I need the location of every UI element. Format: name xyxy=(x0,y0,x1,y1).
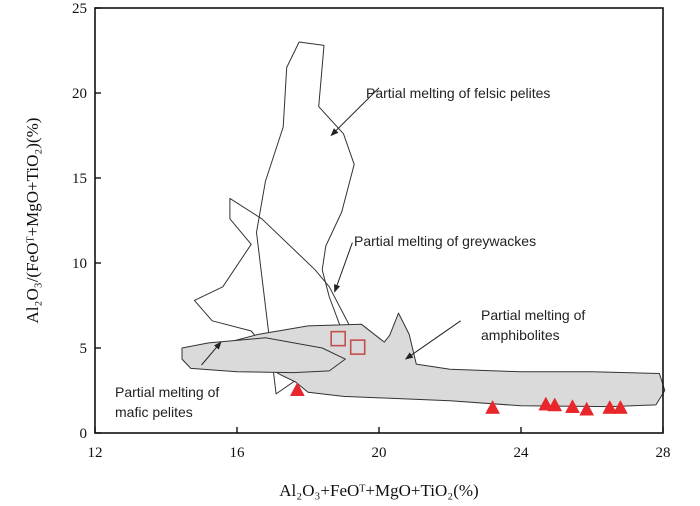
points-layer xyxy=(289,330,628,416)
annotation-arrow xyxy=(334,242,353,293)
annotation-label: Partial melting of greywackes xyxy=(354,233,536,249)
data-point-triangle xyxy=(289,382,305,396)
x-tick-label: 12 xyxy=(88,445,103,461)
y-tick-label: 5 xyxy=(80,341,88,357)
data-point-triangle xyxy=(602,400,618,414)
y-tick-label: 15 xyxy=(72,171,87,187)
annotation-arrow xyxy=(330,87,380,137)
data-point-triangle xyxy=(579,401,595,416)
data-point-triangle xyxy=(538,396,554,411)
annotation-label: Partial melting of xyxy=(115,384,219,400)
data-point-triangle xyxy=(547,397,563,412)
y-tick-label: 25 xyxy=(72,1,87,17)
y-axis-title: Al₂O₃/(FeOᵀ+MgO+TiO₂)(%) xyxy=(23,118,42,324)
data-point-triangle xyxy=(612,400,628,414)
y-tick-label: 20 xyxy=(72,86,87,102)
annotation-label-line2: amphibolites xyxy=(481,327,560,343)
x-axis-title: Al₂O₃+FeOᵀ+MgO+TiO₂(%) xyxy=(279,481,478,500)
annotation-label: Partial melting of felsic pelites xyxy=(366,85,550,101)
region-1 xyxy=(256,41,355,395)
annotation-arrow xyxy=(404,320,461,360)
annotation-layer: Partial melting of felsic pelites Partial… xyxy=(115,85,585,420)
x-tick-label: 16 xyxy=(230,445,246,461)
x-tick-label: 24 xyxy=(514,445,530,461)
y-tick-label: 0 xyxy=(80,426,88,442)
arrows-layer xyxy=(201,87,461,366)
annotation-arrow xyxy=(201,341,222,366)
data-point-square xyxy=(349,339,366,355)
region-4 xyxy=(181,337,346,374)
annotation-label-line2: mafic pelites xyxy=(115,404,193,420)
data-point-triangle xyxy=(485,400,501,414)
y-tick-label: 10 xyxy=(72,256,87,272)
x-tick-label: 20 xyxy=(372,445,387,461)
data-point-triangle xyxy=(565,399,580,413)
annotation-label: Partial melting of xyxy=(481,307,585,323)
ticks-layer: 12 16 20 24 28 0 5 10 15 20 25 xyxy=(72,1,671,461)
data-point-square xyxy=(330,330,346,347)
x-tick-label: 28 xyxy=(656,445,671,461)
